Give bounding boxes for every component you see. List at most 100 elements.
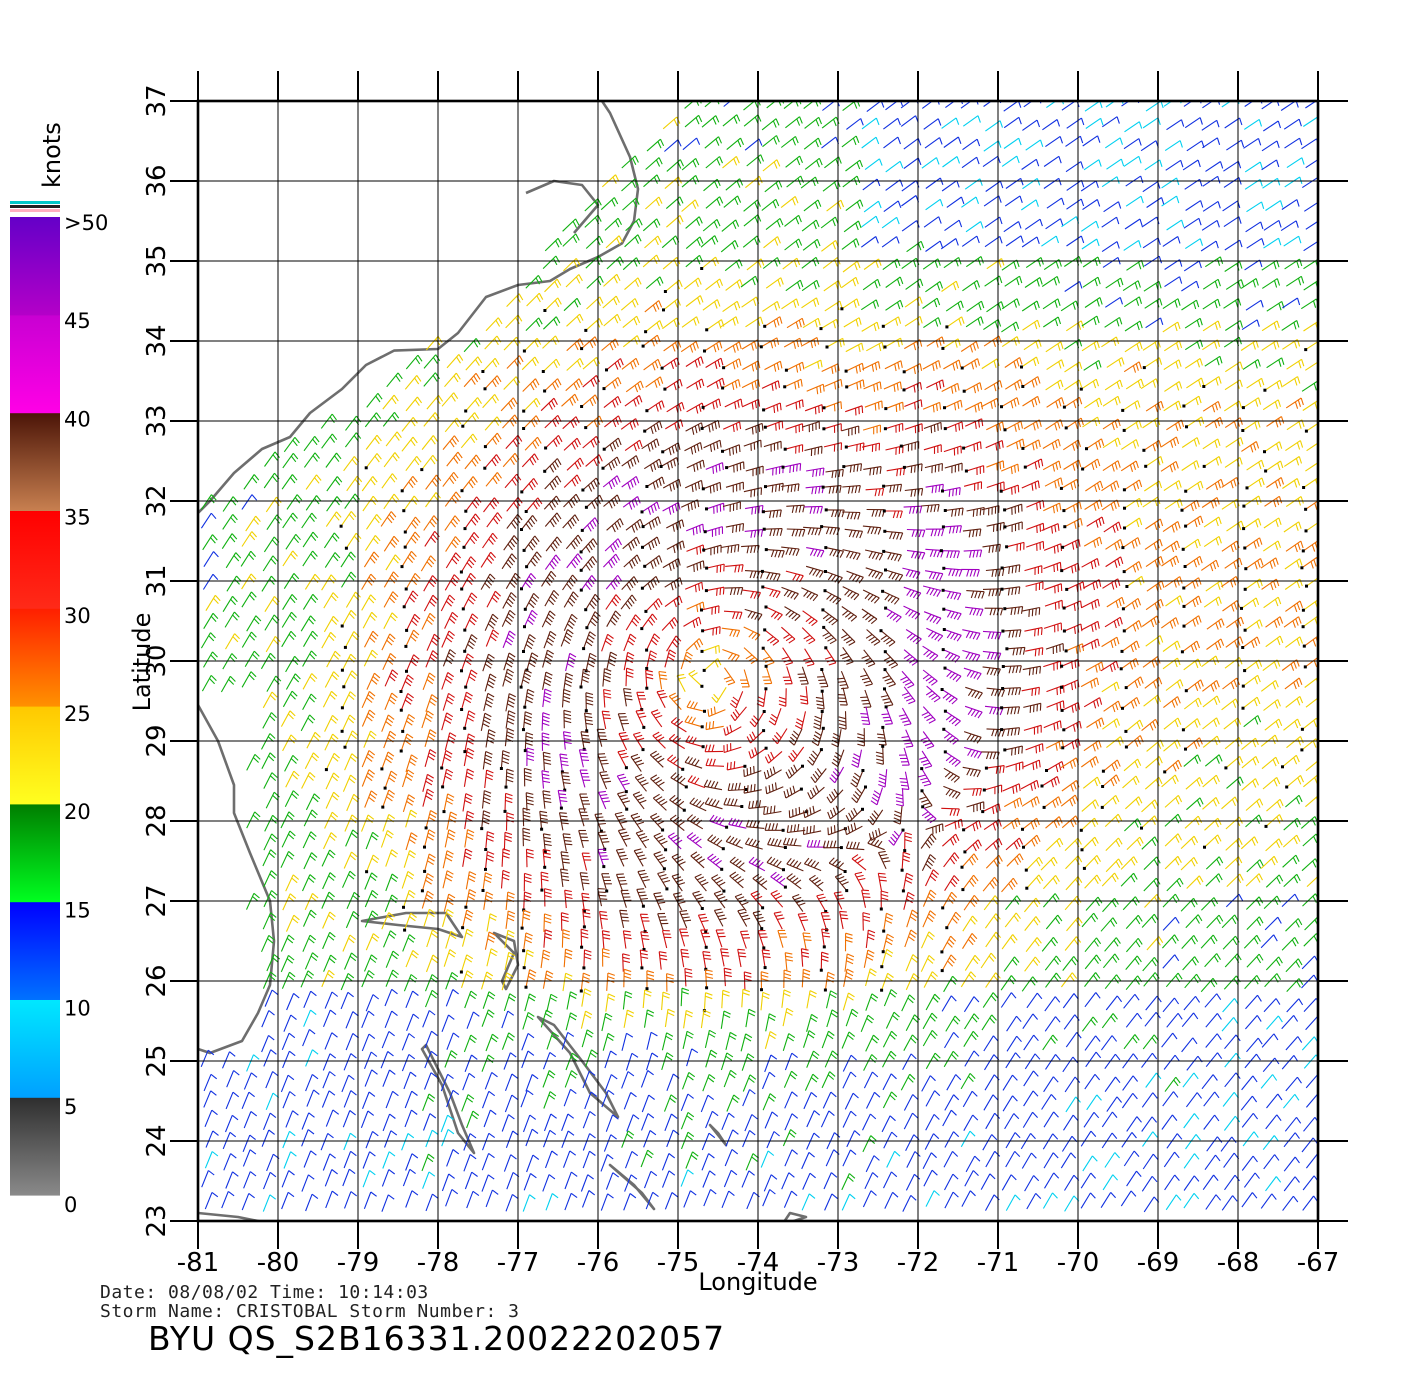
rain-flag — [884, 568, 887, 572]
wind-barb — [345, 829, 359, 847]
wind-barb — [1101, 480, 1120, 492]
wind-barb — [403, 850, 417, 868]
wind-barb — [1205, 1033, 1222, 1048]
wind-barb — [925, 685, 941, 703]
wind-barb — [503, 993, 517, 1012]
wind-barb — [764, 360, 783, 372]
wind-barb — [1163, 1151, 1180, 1168]
wind-barb — [1125, 975, 1143, 991]
wind-barb — [705, 563, 725, 573]
wind-barb — [464, 829, 475, 848]
wind-barb — [1202, 679, 1220, 692]
wind-barb — [343, 456, 360, 472]
wind-barb — [666, 214, 684, 228]
wind-barb — [1102, 395, 1121, 407]
rain-flag — [459, 570, 463, 574]
wind-barb — [883, 529, 904, 540]
wind-barb — [903, 1034, 918, 1051]
wind-barb — [1123, 758, 1142, 772]
rain-flag — [1000, 706, 1004, 710]
wind-barb — [1204, 355, 1223, 367]
wind-barb — [964, 401, 984, 413]
wind-barb — [1021, 300, 1040, 312]
wind-barb — [602, 376, 622, 391]
rain-flag — [1241, 406, 1245, 410]
wind-barb — [1122, 420, 1142, 432]
wind-barb — [1162, 657, 1181, 670]
wind-barb — [1327, 1154, 1343, 1168]
wind-barb — [700, 1094, 715, 1113]
wind-barb — [636, 888, 648, 908]
wind-barb — [539, 810, 549, 831]
wind-barb — [1326, 596, 1343, 607]
rain-flag — [879, 907, 883, 911]
wind-barb — [1322, 779, 1339, 791]
wind-barb — [1145, 995, 1162, 1011]
wind-barb — [1021, 976, 1038, 992]
wind-barb — [481, 1090, 496, 1109]
wind-barb — [1125, 1012, 1143, 1028]
wind-barb — [723, 797, 744, 808]
rain-flag — [400, 565, 404, 569]
wind-barb — [544, 1150, 558, 1169]
wind-barb — [440, 1114, 454, 1133]
wind-barb — [324, 1169, 338, 1187]
wind-barb — [900, 851, 911, 872]
wind-barb — [1103, 700, 1122, 713]
wind-barb — [1002, 817, 1021, 830]
wind-barb — [1202, 1174, 1219, 1191]
wind-barb — [700, 235, 719, 248]
wind-barb — [875, 744, 885, 765]
wind-barb — [788, 728, 803, 746]
wind-barb — [262, 1171, 277, 1190]
wind-barb — [1261, 140, 1280, 152]
wind-barb — [943, 399, 963, 411]
wind-barb — [463, 513, 481, 531]
wind-barb — [402, 934, 416, 952]
wind-barb — [1062, 956, 1079, 971]
wind-barb — [1061, 216, 1080, 228]
wind-barb — [403, 531, 421, 549]
rain-flag — [882, 509, 886, 513]
wind-barb — [842, 463, 863, 473]
wind-barb — [405, 754, 418, 773]
wind-barb — [1204, 416, 1224, 429]
wind-barb — [1243, 659, 1263, 673]
wind-barb — [685, 295, 704, 307]
wind-barb — [1045, 642, 1064, 655]
wind-barb — [923, 971, 938, 988]
wind-barb — [1222, 600, 1241, 612]
wind-barb — [802, 1172, 816, 1190]
wind-barb — [1285, 774, 1305, 789]
rain-flag — [941, 906, 945, 910]
wind-barb — [544, 554, 561, 570]
rain-flag — [1305, 584, 1308, 588]
wind-barb — [942, 727, 959, 745]
wind-barb — [442, 793, 455, 814]
wind-barb — [941, 117, 960, 129]
rain-flag — [740, 805, 744, 808]
rain-flag — [522, 409, 526, 413]
wind-barb — [1005, 761, 1024, 772]
wind-barb — [1241, 319, 1260, 331]
wind-barb — [1144, 776, 1163, 790]
wind-barb — [1183, 260, 1202, 272]
wind-barb — [684, 581, 704, 593]
wind-barb — [626, 1114, 640, 1132]
rain-flag — [582, 647, 586, 651]
wind-barb — [964, 1170, 979, 1187]
wind-barb — [1002, 783, 1021, 794]
rain-flag — [660, 366, 664, 370]
rain-flag — [881, 589, 885, 593]
wind-barb — [984, 380, 1003, 392]
wind-barb — [226, 575, 242, 592]
wind-barb — [582, 908, 591, 929]
wind-barb — [781, 298, 800, 310]
wind-barb — [382, 813, 396, 832]
wind-barb — [306, 731, 321, 749]
wind-barb — [1203, 1091, 1220, 1107]
wind-barb — [1026, 1193, 1042, 1210]
wind-barb — [425, 694, 439, 712]
wind-barb — [1161, 1114, 1178, 1130]
wind-barb — [820, 525, 841, 536]
